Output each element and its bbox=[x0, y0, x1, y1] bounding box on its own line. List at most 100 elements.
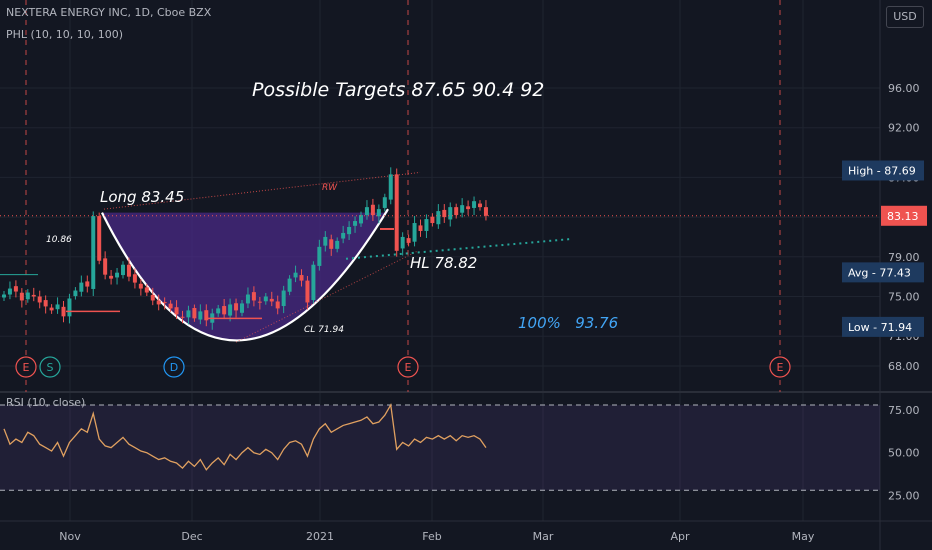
price-label-box bbox=[842, 160, 924, 181]
candle-body bbox=[7, 288, 12, 295]
candle-body bbox=[263, 296, 268, 302]
price-tick-label: 96.00 bbox=[888, 82, 920, 95]
candle-body bbox=[483, 207, 488, 216]
candle-body bbox=[126, 264, 131, 277]
candle-body bbox=[192, 308, 197, 319]
candle-body bbox=[55, 304, 60, 310]
candle-body bbox=[150, 294, 155, 301]
candle-body bbox=[317, 246, 322, 266]
price-tick-label: 68.00 bbox=[888, 360, 920, 373]
event-marker-label: E bbox=[777, 361, 784, 374]
candle-body bbox=[144, 287, 149, 293]
fib-annotation: 100% 93.76 bbox=[518, 314, 618, 332]
candle-body bbox=[174, 307, 179, 315]
candle-body bbox=[180, 316, 185, 318]
candle-body bbox=[466, 206, 471, 210]
candle-body bbox=[13, 286, 18, 292]
candle-body bbox=[103, 258, 108, 275]
candle-body bbox=[37, 296, 42, 303]
candle-body bbox=[43, 300, 48, 307]
candle-body bbox=[400, 236, 405, 249]
candle-body bbox=[19, 292, 24, 301]
time-axis: Nov Dec 2021 Feb Mar Apr May bbox=[59, 530, 815, 543]
event-marker-circle bbox=[769, 356, 791, 378]
candle-body bbox=[275, 301, 280, 309]
currency-button[interactable]: USD bbox=[886, 6, 924, 28]
candle-body bbox=[216, 308, 221, 314]
rim-trendline bbox=[103, 171, 421, 210]
last-price-box bbox=[881, 205, 927, 226]
cup-pattern bbox=[101, 208, 389, 342]
candle-body bbox=[454, 207, 459, 216]
candle-body bbox=[186, 310, 191, 318]
candle-body bbox=[364, 207, 369, 216]
event-marker-label: D bbox=[170, 361, 178, 374]
candle-body bbox=[228, 304, 233, 316]
candle-body bbox=[257, 301, 262, 303]
candle-body bbox=[222, 306, 227, 315]
time-tick-label: Nov bbox=[59, 530, 81, 543]
price-label-text: High - 87.69 bbox=[848, 165, 916, 178]
rsi-band bbox=[0, 404, 880, 491]
event-marker-label: E bbox=[23, 361, 30, 374]
candle-body bbox=[287, 278, 292, 292]
candle-body bbox=[240, 303, 244, 313]
price-tick-label: 79.00 bbox=[888, 251, 920, 264]
event-marker-label: E bbox=[405, 361, 412, 374]
candle-body bbox=[335, 240, 340, 249]
candle-body bbox=[406, 238, 411, 243]
candle-body bbox=[49, 307, 54, 311]
candle-body bbox=[382, 197, 387, 208]
candle-body bbox=[341, 232, 346, 239]
candle-body bbox=[162, 302, 167, 304]
candle-body bbox=[472, 201, 477, 208]
candles[interactable] bbox=[2, 167, 488, 330]
time-tick-label: Feb bbox=[422, 530, 441, 543]
candle-body bbox=[376, 209, 381, 217]
candle-body bbox=[198, 311, 203, 320]
candle-body bbox=[412, 223, 417, 242]
event-marker-circle bbox=[163, 356, 185, 378]
event-marker-circle bbox=[397, 356, 419, 378]
candle-body bbox=[394, 174, 399, 251]
candle-body bbox=[138, 283, 143, 289]
candle-body bbox=[478, 203, 482, 208]
candle-body bbox=[61, 306, 66, 317]
candle-body bbox=[388, 174, 393, 200]
candle-body bbox=[156, 300, 161, 305]
candle-body bbox=[204, 310, 209, 321]
indicator-label: PHL (10, 10, 10, 100) bbox=[6, 28, 124, 41]
cup-trendline bbox=[235, 250, 419, 343]
cup-fill bbox=[102, 209, 388, 341]
candle-body bbox=[67, 298, 72, 317]
candle-body bbox=[424, 219, 429, 231]
price-label-text: Avg - 77.43 bbox=[848, 266, 911, 279]
trend-lines bbox=[0, 171, 880, 343]
candle-body bbox=[132, 274, 137, 283]
candle-body bbox=[436, 211, 441, 225]
candle-body bbox=[245, 294, 250, 304]
price-labels: High - 87.69 Avg - 77.43 Low - 71.94 83.13 bbox=[842, 160, 927, 337]
candle-body bbox=[311, 264, 316, 301]
candle-body bbox=[323, 236, 328, 246]
time-tick-label: Apr bbox=[670, 530, 690, 543]
candle-body bbox=[25, 292, 30, 300]
cup-curve bbox=[101, 208, 389, 342]
rsi-pane[interactable] bbox=[0, 402, 880, 491]
event-marker-circle bbox=[15, 356, 37, 378]
rsi-line bbox=[3, 402, 487, 471]
hl-trendline bbox=[345, 237, 573, 260]
time-tick-label: Mar bbox=[533, 530, 554, 543]
candle-body bbox=[73, 290, 78, 297]
candle-body bbox=[31, 294, 36, 297]
rsi-tick-label: 50.00 bbox=[888, 447, 920, 460]
candle-body bbox=[359, 215, 363, 224]
event-marker-label: S bbox=[47, 361, 54, 374]
candle-body bbox=[2, 294, 6, 298]
candle-body bbox=[234, 303, 239, 311]
price-label-box bbox=[842, 316, 924, 337]
candle-body bbox=[109, 275, 114, 279]
rsi-tick-label: 75.00 bbox=[888, 404, 920, 417]
